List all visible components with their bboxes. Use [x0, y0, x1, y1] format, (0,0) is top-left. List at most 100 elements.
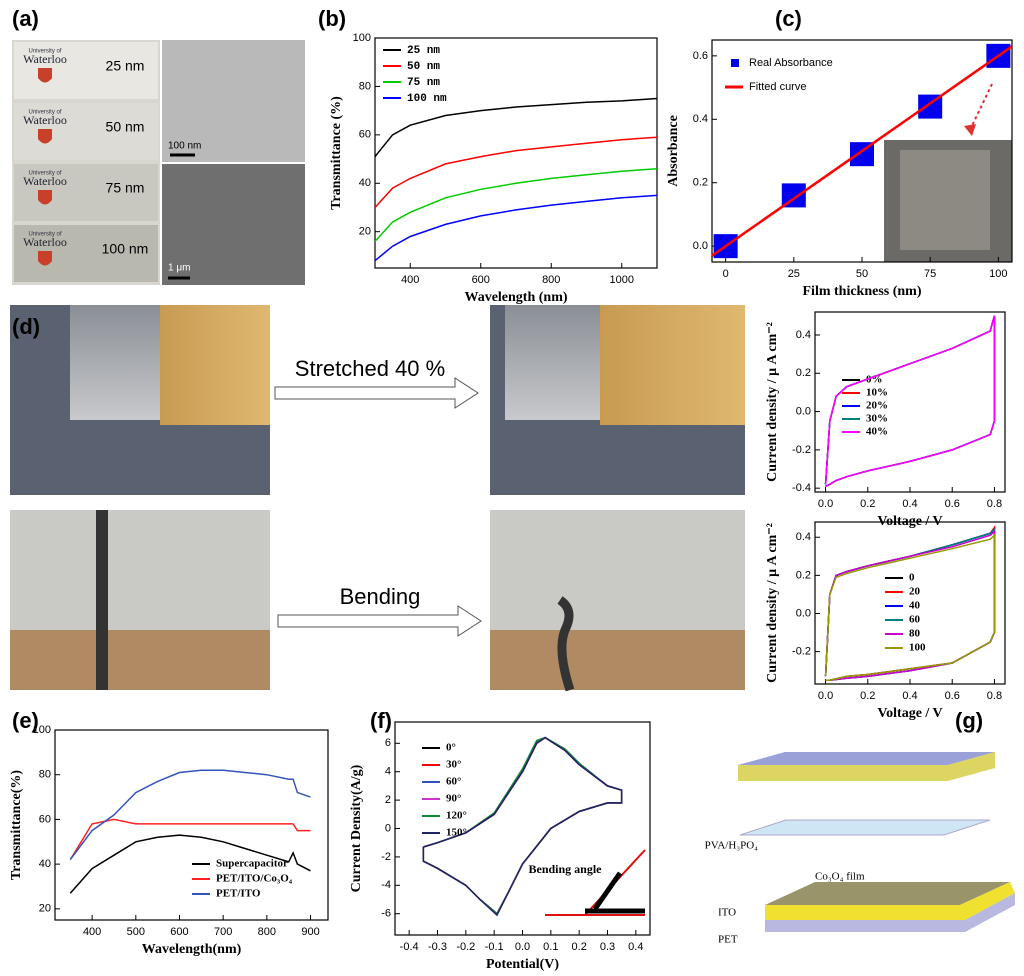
logo-caption: University of [28, 171, 61, 177]
scale-label: 100 nm [168, 141, 201, 152]
legend-label: 40 [909, 600, 921, 612]
film [557, 596, 575, 692]
film [96, 510, 108, 690]
legend-label: 0° [446, 742, 456, 754]
x-tick-label: 100 [989, 268, 1007, 280]
x-tick-label: 0.4 [902, 690, 917, 702]
x-tick-label: 400 [83, 926, 101, 938]
ruler [10, 510, 270, 630]
layer-label: PVA/H₃PO₄ [705, 840, 758, 852]
layer-label: Co₃O₄ film [815, 871, 865, 883]
x-tick-label: 0.3 [600, 941, 615, 953]
electrolyte-layer [739, 819, 991, 836]
y-tick-label: -6 [381, 908, 391, 920]
logo: Waterloo [23, 52, 67, 66]
layer [738, 752, 995, 765]
x-tick-label: -0.2 [456, 941, 475, 953]
x-tick-label: 800 [258, 926, 276, 938]
layer [738, 752, 995, 781]
x-tick-label: 600 [472, 274, 490, 286]
arrow-head [964, 124, 976, 136]
legend-label: 75 nm [407, 77, 440, 89]
x-tick-label: 0.0 [818, 498, 833, 510]
thickness-label: 50 nm [106, 119, 145, 135]
x-tick-label: 0.6 [945, 690, 960, 702]
panel-g-diagram: PVA/H₃PO₄ Co₃O₄ film ITO PET [705, 752, 1015, 946]
y-tick-label: 4 [385, 766, 391, 778]
panel-d-photos: Stretched 40 % Bending [10, 305, 745, 692]
y-tick-label: 6 [385, 737, 391, 749]
series-line [422, 736, 623, 917]
y-tick-label: 0.4 [796, 329, 811, 341]
clamp [505, 305, 600, 420]
series-line [69, 834, 311, 894]
logo-caption: University of [28, 49, 61, 55]
panel-label: (c) [775, 6, 802, 31]
y-tick-label: -0.2 [792, 444, 811, 456]
arrow [277, 605, 482, 637]
y-tick-label: -0.2 [792, 646, 811, 658]
x-tick-label: 0.8 [987, 498, 1002, 510]
y-tick-label: 60 [39, 813, 51, 825]
y-tick-label: 0.4 [693, 113, 708, 125]
panel-label: (a) [12, 6, 39, 31]
legend-label: 100 nm [407, 93, 447, 105]
y-tick-label: 80 [39, 769, 51, 781]
y-tick-label: 0.0 [693, 240, 708, 252]
y-tick-label: 80 [359, 80, 371, 92]
scale-label: 1 μm [168, 263, 190, 274]
legend-label: 50 nm [407, 61, 440, 73]
panel-c-inset [884, 83, 1012, 262]
panel-label: (f) [370, 708, 392, 733]
x-axis-label: Film thickness (nm) [803, 284, 922, 299]
x-tick-label: -0.4 [400, 941, 419, 953]
legend-label: 60° [446, 776, 461, 788]
series-line [69, 769, 311, 861]
x-tick-label: 0 [723, 268, 729, 280]
ruler [160, 305, 270, 425]
y-tick-label: 40 [39, 858, 51, 870]
y-axis-label: Current density / μ A cm⁻² [765, 523, 780, 683]
panel-label: (e) [12, 708, 39, 733]
plot-frame [374, 37, 658, 269]
y-tick-label: 40 [359, 177, 371, 189]
x-tick-label: 0.4 [902, 498, 917, 510]
logo-caption: University of [28, 110, 61, 116]
x-tick-label: 0.6 [945, 498, 960, 510]
y-axis-label: Transmittance(%) [9, 770, 24, 880]
chart: 0.0 0.2 0.4 0.6 0.8-0.4-0.20.00.20.4Voltage … [765, 311, 1006, 529]
chart: 400 600 800 1000 20 40 60 80 100 Wavelength (nm) T… [329, 32, 658, 305]
legend-label: 25 nm [407, 45, 440, 57]
thickness-label: 25 nm [106, 58, 145, 74]
panel-label: (d) [12, 314, 40, 339]
legend-label: Supercapacitor [216, 858, 288, 870]
x-tick-label: 0.0 [515, 941, 530, 953]
crest [38, 129, 52, 144]
clamp [70, 305, 160, 420]
film [900, 150, 990, 250]
crest [38, 190, 52, 205]
plot-frame [54, 729, 329, 921]
legend-label: 90° [446, 793, 461, 805]
legend-label: Fitted curve [749, 81, 806, 93]
x-tick-label: -0.1 [485, 941, 504, 953]
sem-image [162, 164, 305, 285]
pet-layer [765, 893, 1015, 932]
logo-caption: University of [28, 232, 61, 238]
arrow-label: Stretched 40 % [295, 356, 445, 381]
x-tick-label: 500 [127, 926, 145, 938]
y-tick-label: 100 [353, 32, 371, 44]
bending-sketch [585, 871, 645, 914]
legend-label: 120° [446, 810, 467, 822]
plot-frame [394, 721, 651, 936]
y-axis-label: Current density / μ A cm⁻² [765, 322, 780, 482]
x-tick-label: 400 [401, 274, 419, 286]
y-axis-label: Absorbance [666, 115, 681, 187]
annotation: Bending angle [528, 862, 602, 876]
tem-image [162, 40, 305, 162]
legend-label: PET/ITO [216, 888, 261, 900]
x-tick-label: 50 [856, 268, 868, 280]
chart: 0.0 0.2 0.4 0.6 0.8 -0.2 0.0 0.2 0.4 Voltage / V C… [765, 521, 1006, 721]
x-axis-label: Wavelength(nm) [142, 942, 242, 957]
